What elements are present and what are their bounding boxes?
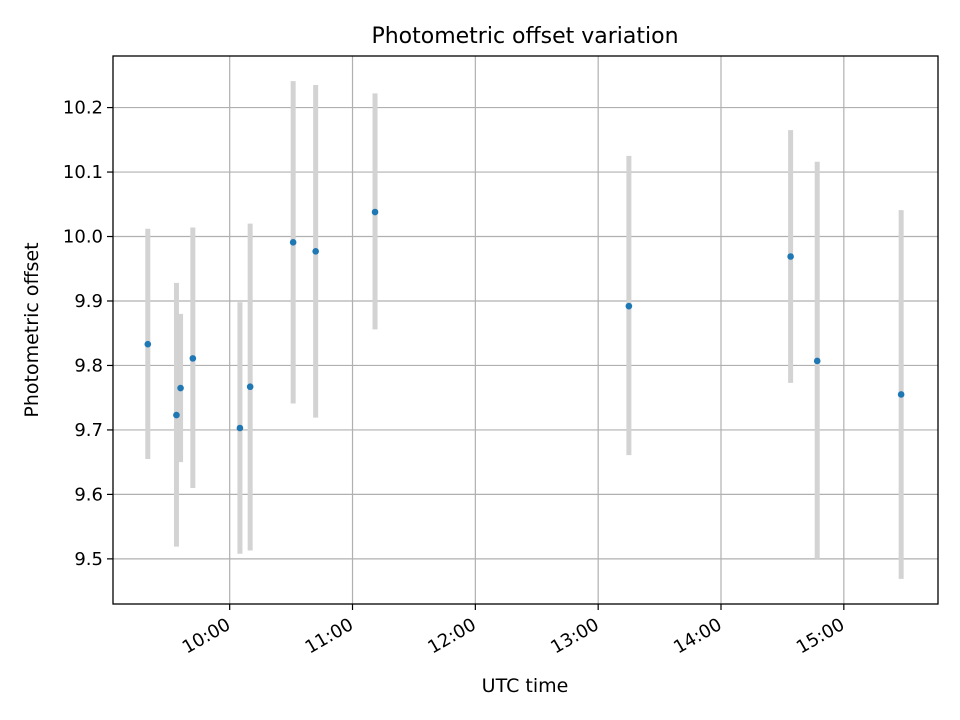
x-tick-label: 10:00 [179, 614, 234, 658]
data-point [813, 357, 821, 365]
data-point [236, 424, 244, 432]
y-tick-label: 9.9 [74, 291, 103, 312]
y-tick-label: 10.0 [63, 227, 103, 248]
data-point [144, 340, 152, 348]
x-tick-label: 15:00 [793, 614, 848, 658]
data-point [177, 384, 184, 392]
data-point [312, 248, 319, 255]
data-point [371, 208, 379, 216]
x-axis-label: UTC time [482, 675, 569, 697]
chart-title: Photometric offset variation [371, 24, 678, 49]
data-point [897, 391, 905, 398]
point-layer [144, 208, 905, 432]
y-tick-label: 10.2 [63, 98, 103, 119]
y-tick-label: 9.5 [74, 549, 103, 570]
data-point [173, 411, 180, 419]
x-tick-label: 14:00 [670, 614, 725, 658]
y-tick-label: 9.8 [74, 355, 103, 376]
data-point [787, 253, 794, 260]
y-tick-label: 10.1 [63, 162, 103, 183]
plot-frame [112, 55, 939, 605]
y-tick-label: 9.7 [74, 420, 103, 441]
data-point [625, 302, 633, 310]
data-point [246, 383, 254, 391]
x-tick-label: 11:00 [302, 614, 357, 658]
errorbar-layer [145, 81, 904, 579]
grid-layer [113, 56, 938, 604]
data-point [189, 355, 197, 362]
y-axis-label: Photometric offset [21, 242, 43, 417]
y-tick-label: 9.6 [74, 484, 103, 505]
x-tick-label: 12:00 [424, 614, 479, 658]
data-point [289, 239, 297, 246]
x-tick-label: 13:00 [547, 614, 602, 658]
